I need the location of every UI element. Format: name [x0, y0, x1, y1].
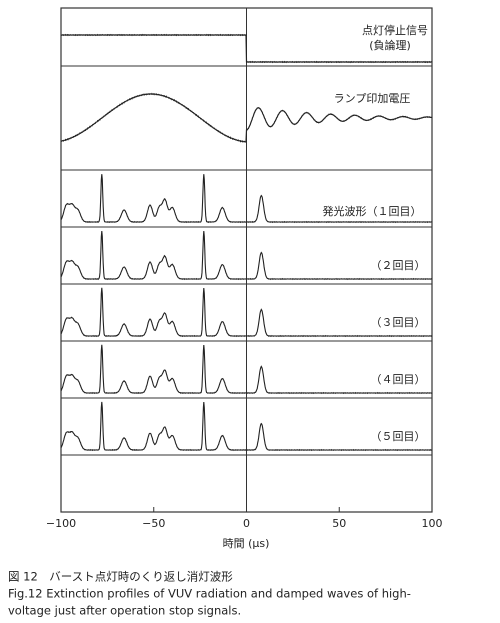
caption: Fig.12 Extinction profiles of VUV radiat…: [8, 587, 411, 601]
x-tick-label: −50: [142, 517, 165, 530]
trace-label: 発光波形（１回目）: [323, 204, 422, 218]
emission-trace: [60, 174, 433, 224]
signal-trace: [60, 33, 433, 64]
emission-trace: [60, 230, 432, 281]
x-tick-label: 100: [422, 517, 443, 530]
band-separators: [61, 65, 432, 456]
caption: voltage just after operation stop signal…: [8, 604, 241, 618]
emission-trace: [60, 344, 433, 395]
trace-label: ランプ印加電圧: [334, 92, 411, 105]
x-tick-label: −100: [46, 517, 76, 530]
trace-label: （２回目）: [371, 259, 426, 272]
emission-trace: [60, 401, 433, 452]
x-axis-label: 時間 (μs): [223, 537, 270, 550]
trace-label: （４回目）: [371, 373, 426, 386]
emission-trace: [60, 287, 433, 338]
x-tick-label: 0: [243, 517, 250, 530]
x-tick-label: 50: [332, 517, 346, 530]
caption: 図 12 バースト点灯時のくり返し消灯波形: [8, 570, 233, 584]
trace-label: （３回目）: [371, 316, 426, 329]
trace-label: (負論理): [369, 38, 411, 52]
trace-label: 点灯停止信号: [362, 23, 428, 37]
voltage-trace: [60, 92, 433, 143]
trace-label: （５回目）: [371, 430, 426, 443]
